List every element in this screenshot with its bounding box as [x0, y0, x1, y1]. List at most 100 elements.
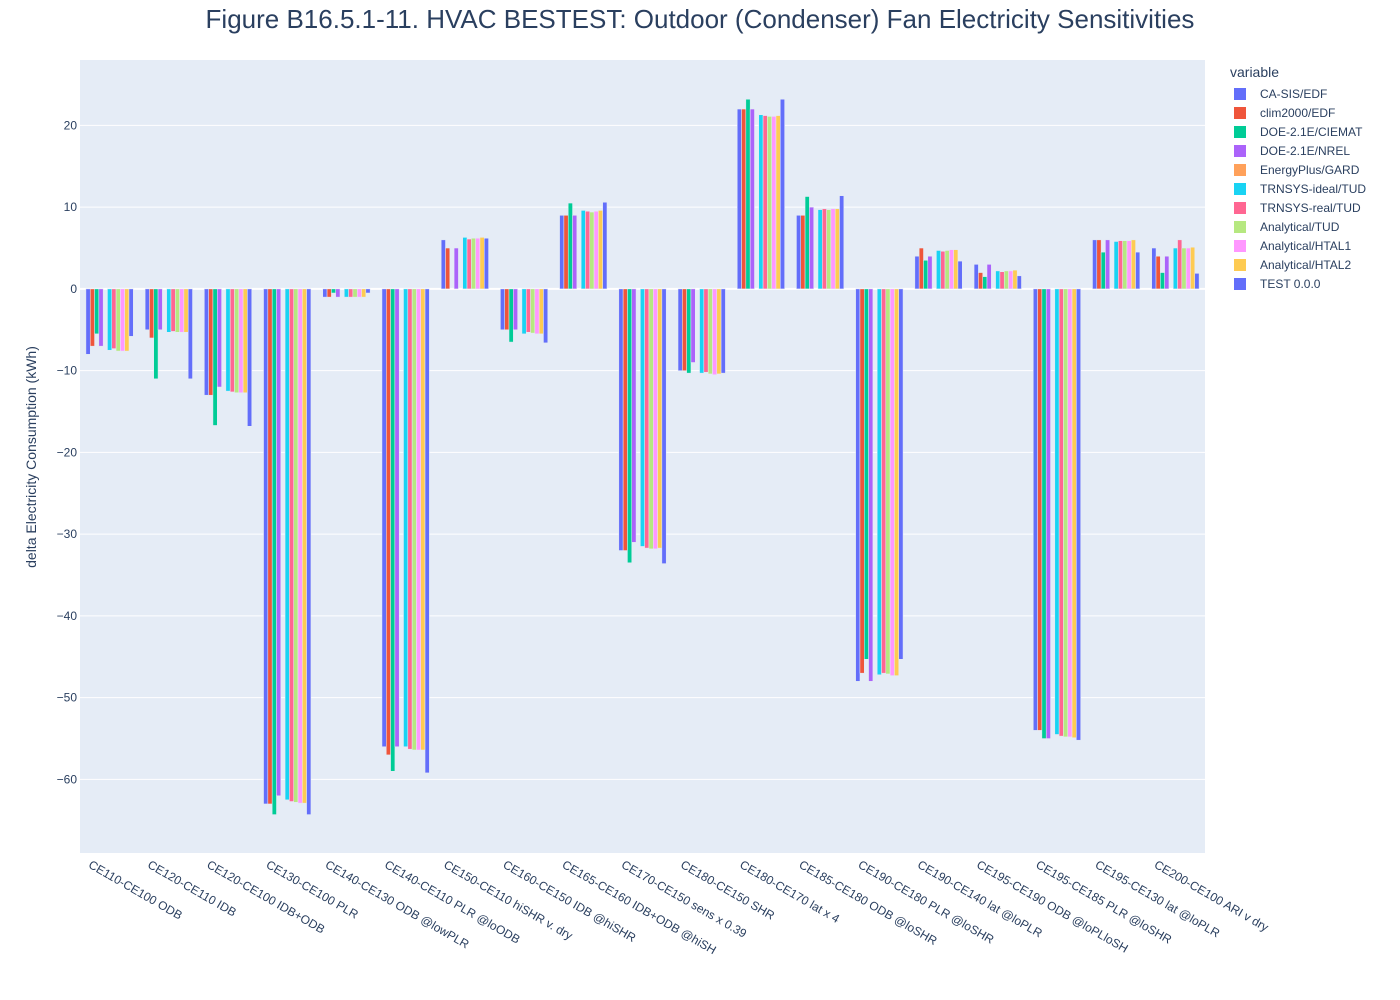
bar — [889, 288, 895, 676]
bar — [208, 288, 214, 396]
bar — [1067, 288, 1073, 738]
bar — [712, 288, 718, 375]
bar — [403, 288, 409, 747]
bar — [504, 288, 510, 331]
bar — [800, 215, 806, 290]
bar — [284, 288, 290, 801]
legend-label: TRNSYS-ideal/TUD — [1260, 181, 1367, 196]
legend-label: Analytical/HTAL1 — [1260, 238, 1352, 253]
bar — [894, 288, 899, 676]
legend-item[interactable]: Analytical/TUD — [1228, 217, 1366, 236]
bar — [453, 247, 459, 290]
legend-item[interactable]: TEST 0.0.0 — [1228, 274, 1366, 293]
bar — [855, 288, 861, 682]
legend-item[interactable]: Analytical/HTAL1 — [1228, 236, 1366, 255]
bar — [653, 288, 658, 550]
bar — [1037, 288, 1043, 731]
bar — [1185, 247, 1191, 290]
bar — [585, 210, 591, 290]
bar — [361, 288, 367, 298]
bar — [690, 288, 696, 363]
legend-label: DOE-2.1E/CIEMAT — [1260, 124, 1363, 139]
bar — [1100, 251, 1106, 290]
bar — [538, 288, 544, 335]
bar — [686, 288, 692, 374]
bar — [390, 288, 396, 772]
legend-item[interactable]: clim2000/EDF — [1228, 103, 1366, 122]
legend-item[interactable]: DOE-2.1E/NREL — [1228, 141, 1366, 160]
legend-swatch — [1234, 201, 1246, 214]
bar — [940, 251, 946, 290]
legend-swatch — [1234, 220, 1246, 233]
bar — [563, 215, 569, 290]
legend-item[interactable]: Analytical/HTAL2 — [1228, 255, 1366, 274]
bar — [335, 288, 341, 298]
y-tick-label: −20 — [57, 445, 78, 459]
bar — [234, 288, 240, 393]
bar — [859, 288, 865, 674]
bar — [949, 249, 954, 290]
bar — [1122, 240, 1128, 290]
bar — [416, 288, 421, 751]
bar — [567, 202, 573, 290]
bar — [85, 288, 91, 355]
bar — [1155, 255, 1161, 290]
bar — [124, 288, 130, 352]
bar — [322, 288, 328, 298]
bar — [627, 288, 632, 564]
bar — [1126, 240, 1132, 290]
legend: variable CA-SIS/EDF clim2000/EDF DOE-2.1E/… — [1228, 64, 1366, 293]
bar — [1131, 239, 1136, 290]
bar — [598, 210, 603, 290]
bar — [881, 288, 887, 674]
bar — [923, 260, 929, 290]
bar — [1160, 272, 1165, 290]
bar — [98, 288, 104, 347]
bar — [348, 288, 354, 298]
legend-item[interactable]: DOE-2.1E/CIEMAT — [1228, 122, 1366, 141]
legend-item[interactable]: CA-SIS/EDF — [1228, 84, 1366, 103]
bar — [440, 239, 446, 290]
bar — [1092, 239, 1098, 290]
bar — [707, 288, 713, 375]
bar — [809, 206, 814, 290]
bar — [559, 215, 565, 290]
bar — [462, 237, 468, 290]
bar — [424, 288, 430, 774]
bar — [826, 209, 832, 290]
bar — [618, 288, 624, 551]
bar — [484, 237, 489, 290]
bar — [326, 288, 332, 298]
y-tick-label: −10 — [57, 364, 78, 378]
bar — [1194, 273, 1200, 290]
bar — [631, 288, 637, 543]
bar — [914, 255, 920, 290]
legend-item[interactable]: TRNSYS-real/TUD — [1228, 198, 1366, 217]
bar — [898, 288, 904, 660]
bar — [144, 288, 150, 331]
y-tick-label: 0 — [70, 282, 77, 296]
legend-swatch — [1234, 144, 1246, 157]
bar — [407, 288, 413, 750]
bar — [1076, 288, 1081, 741]
bar — [394, 288, 400, 747]
bar — [982, 276, 988, 290]
bar — [767, 116, 772, 290]
legend-label: TRNSYS-real/TUD — [1260, 200, 1361, 215]
legend-item[interactable]: TRNSYS-ideal/TUD — [1228, 179, 1366, 198]
bar — [804, 196, 810, 290]
bar — [572, 215, 578, 290]
bar — [479, 237, 485, 290]
bar — [225, 288, 231, 392]
legend-label: Analytical/TUD — [1260, 219, 1340, 234]
y-tick-label: −30 — [57, 527, 78, 541]
bar — [839, 195, 845, 290]
bar — [212, 288, 218, 426]
legend-item[interactable]: EnergyPlus/GARD — [1228, 160, 1366, 179]
legend-swatch — [1234, 239, 1246, 252]
y-tick-label: −40 — [57, 609, 78, 623]
bar — [500, 288, 505, 331]
bar — [297, 288, 303, 804]
bar — [720, 288, 726, 374]
